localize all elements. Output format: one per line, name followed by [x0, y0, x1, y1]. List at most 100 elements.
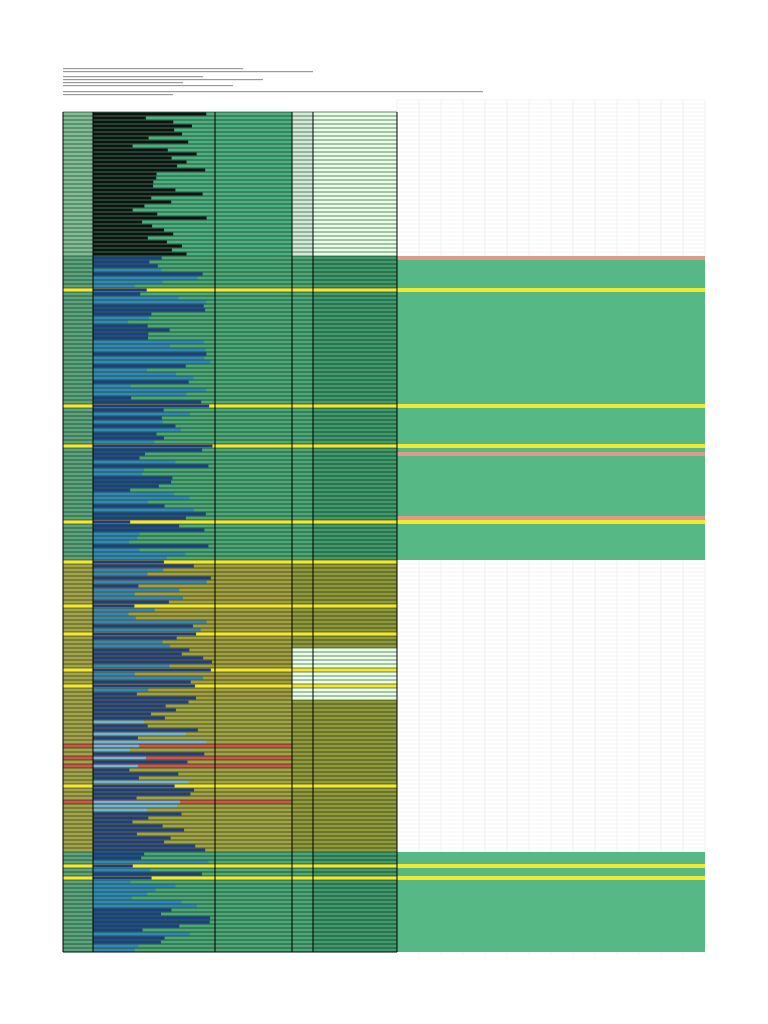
cell: [93, 536, 215, 540]
cell: [313, 140, 397, 144]
cell-bar: [93, 496, 190, 500]
cell: [63, 336, 93, 340]
cell: [215, 764, 292, 768]
cell: [313, 268, 397, 272]
cell: [313, 520, 397, 524]
cell: [215, 820, 292, 824]
cell: [215, 720, 292, 724]
cell: [313, 160, 397, 164]
cell: [215, 188, 292, 192]
cell: [292, 860, 313, 864]
cell: [292, 132, 313, 136]
cell: [292, 156, 313, 160]
cell-bar: [93, 648, 190, 652]
cell: [313, 340, 397, 344]
cell: [63, 656, 93, 660]
cell: [292, 524, 313, 528]
cell: [292, 772, 313, 776]
cell: [292, 488, 313, 492]
cell: [215, 396, 292, 400]
cell: [292, 916, 313, 920]
cell-bar: [93, 868, 151, 872]
cell: [292, 296, 313, 300]
cell: [215, 796, 292, 800]
cell: [93, 288, 215, 292]
cell: [292, 640, 313, 644]
cell-bar: [93, 208, 133, 212]
cell: [292, 696, 313, 700]
cell: [63, 532, 93, 536]
cell-bar: [93, 696, 197, 700]
cell-bar: [93, 920, 210, 924]
cell: [63, 616, 93, 620]
cell: [215, 912, 292, 916]
cell-bar: [93, 484, 159, 488]
cell: [292, 748, 313, 752]
cell: [313, 616, 397, 620]
cell: [313, 716, 397, 720]
cell: [63, 516, 93, 520]
cell: [215, 344, 292, 348]
cell: [292, 452, 313, 456]
cell: [63, 444, 93, 448]
cell: [215, 140, 292, 144]
cell: [215, 348, 292, 352]
cell: [292, 792, 313, 796]
cell: [292, 716, 313, 720]
cell: [63, 916, 93, 920]
cell-bar: [93, 272, 203, 276]
cell: [63, 180, 93, 184]
row-fill: [397, 552, 705, 556]
cell: [215, 592, 292, 596]
cell: [313, 912, 397, 916]
cell-bar: [93, 132, 183, 136]
cell: [313, 584, 397, 588]
cell: [215, 388, 292, 392]
cell: [313, 656, 397, 660]
cell: [313, 676, 397, 680]
cell: [63, 892, 93, 896]
cell: [215, 636, 292, 640]
cell: [63, 324, 93, 328]
cell: [215, 448, 292, 452]
cell-bar: [93, 532, 140, 536]
cell: [63, 700, 93, 704]
cell: [93, 868, 215, 872]
cell: [215, 844, 292, 848]
cell: [313, 404, 397, 408]
cell: [63, 172, 93, 176]
cell: [63, 244, 93, 248]
cell: [292, 292, 313, 296]
cell: [215, 752, 292, 756]
cell: [63, 420, 93, 424]
cell: [63, 524, 93, 528]
cell: [93, 324, 215, 328]
cell: [63, 472, 93, 476]
cell: [63, 628, 93, 632]
cell: [313, 640, 397, 644]
cell: [63, 376, 93, 380]
cell: [215, 816, 292, 820]
cell: [63, 528, 93, 532]
cell-bar: [93, 612, 129, 616]
row-fill: [397, 348, 705, 352]
cell: [63, 260, 93, 264]
cell-bar: [93, 732, 187, 736]
cell: [292, 396, 313, 400]
cell: [292, 872, 313, 876]
cell: [63, 756, 93, 760]
cell-bar: [93, 628, 201, 632]
cell: [93, 880, 215, 884]
cell: [313, 336, 397, 340]
cell: [215, 728, 292, 732]
cell: [292, 168, 313, 172]
cell: [292, 820, 313, 824]
cell: [292, 744, 313, 748]
cell: [63, 920, 93, 924]
cell: [63, 748, 93, 752]
row-fill: [397, 480, 705, 484]
cell-bar: [93, 816, 149, 820]
cell: [215, 484, 292, 488]
cell: [63, 812, 93, 816]
cell: [215, 544, 292, 548]
